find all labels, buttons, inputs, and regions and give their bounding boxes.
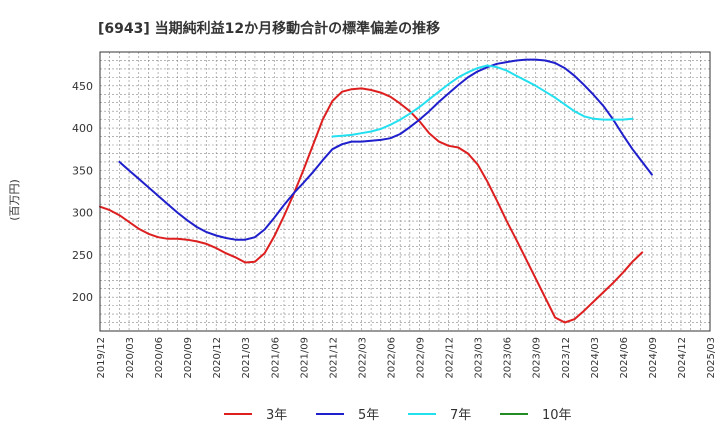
x-tick-label: 2023/06 <box>503 337 514 379</box>
legend-label: 3年 <box>266 408 287 423</box>
y-tick-label: 250 <box>72 249 93 262</box>
legend: 3年 5年 7年 10年 <box>224 408 572 423</box>
legend-label: 10年 <box>542 408 572 423</box>
x-tick-label: 2022/09 <box>416 337 427 379</box>
y-tick-label: 350 <box>72 164 93 177</box>
y-axis: 200 250 300 350 400 450 <box>72 80 93 304</box>
x-tick-label: 2020/09 <box>183 337 194 379</box>
x-tick-label: 2020/12 <box>212 337 223 379</box>
legend-label: 7年 <box>450 408 471 423</box>
x-tick-label: 2021/03 <box>241 337 252 379</box>
x-tick-label: 2020/03 <box>125 337 136 379</box>
x-tick-label: 2021/09 <box>299 337 310 379</box>
x-tick-label: 2021/06 <box>270 337 281 379</box>
x-tick-label: 2022/12 <box>445 337 456 379</box>
x-tick-label: 2024/03 <box>590 337 601 379</box>
y-tick-label: 400 <box>72 122 93 135</box>
x-tick-label: 2025/03 <box>706 337 717 379</box>
x-tick-label: 2024/12 <box>677 337 688 379</box>
x-tick-label: 2023/12 <box>561 337 572 379</box>
x-tick-label: 2024/09 <box>648 337 659 379</box>
x-tick-label: 2019/12 <box>96 337 107 379</box>
y-tick-label: 450 <box>72 80 93 93</box>
x-tick-label: 2022/03 <box>357 337 368 379</box>
x-axis: 2019/12 2020/03 2020/06 2020/09 2020/12 2021/… <box>96 337 717 379</box>
series-line-5年 <box>118 58 653 241</box>
x-tick-label: 2023/03 <box>474 337 485 379</box>
series-group <box>99 58 653 324</box>
legend-label: 5年 <box>358 408 379 423</box>
plot-area <box>100 52 710 331</box>
x-tick-label: 2021/12 <box>328 337 339 379</box>
x-tick-label: 2022/06 <box>386 337 397 379</box>
series-line-7年 <box>331 64 634 138</box>
y-axis-label: (百万円) <box>8 179 21 221</box>
y-tick-label: 200 <box>72 291 93 304</box>
plot-frame <box>99 51 711 332</box>
grid <box>100 51 710 332</box>
y-tick-label: 300 <box>72 207 93 220</box>
x-tick-label: 2024/06 <box>619 337 630 379</box>
x-tick-label: 2023/09 <box>532 337 543 379</box>
series-line-3年 <box>99 87 644 324</box>
chart-title: [6943] 当期純利益12か月移動合計の標準偏差の推移 <box>98 20 440 37</box>
x-tick-label: 2020/06 <box>154 337 165 379</box>
